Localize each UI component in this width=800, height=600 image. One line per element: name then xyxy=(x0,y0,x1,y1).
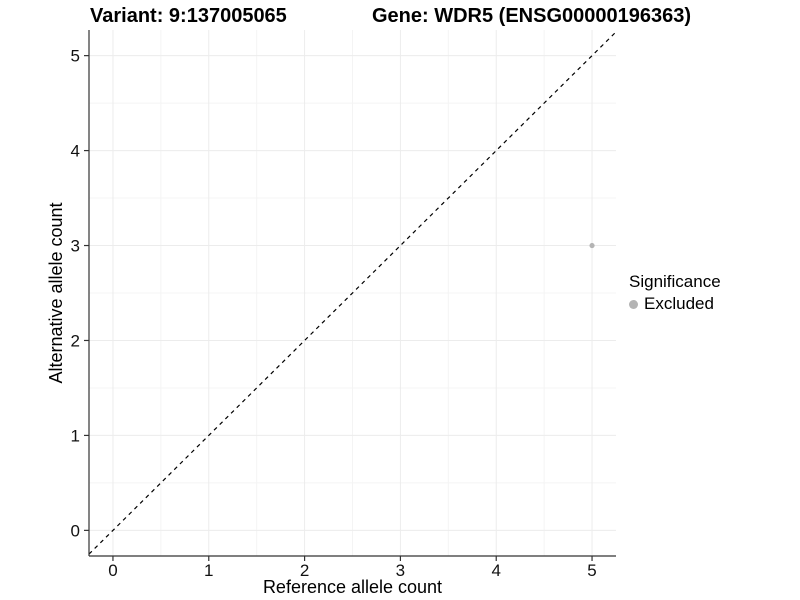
plot-title-gene: Gene: WDR5 (ENSG00000196363) xyxy=(372,5,692,27)
y-tick-label: 2 xyxy=(71,331,80,350)
y-tick-label: 3 xyxy=(71,237,80,256)
legend-title: Significance xyxy=(629,272,721,291)
x-tick-label: 3 xyxy=(396,561,405,580)
x-tick-label: 2 xyxy=(300,561,309,580)
data-point xyxy=(589,242,595,249)
x-tick-label: 1 xyxy=(204,561,213,580)
legend-item-label: Excluded xyxy=(644,294,714,313)
y-axis-title: Alternative allele count xyxy=(46,202,66,384)
x-axis-title: Reference allele count xyxy=(262,577,443,597)
x-tick-label: 5 xyxy=(587,561,596,580)
y-tick-label: 4 xyxy=(71,142,80,161)
identity-line xyxy=(88,31,617,555)
y-tick-label: 0 xyxy=(71,521,80,540)
x-tick-label: 4 xyxy=(491,561,500,580)
plot-title-variant: Variant: 9:137005065 xyxy=(90,5,287,27)
y-tick-label: 1 xyxy=(71,426,80,445)
legend: Significance Excluded xyxy=(629,271,721,314)
legend-item-excluded: Excluded xyxy=(629,294,721,314)
y-tick-label: 5 xyxy=(71,47,80,66)
legend-point-icon xyxy=(629,299,638,309)
x-tick-label: 0 xyxy=(108,561,117,580)
